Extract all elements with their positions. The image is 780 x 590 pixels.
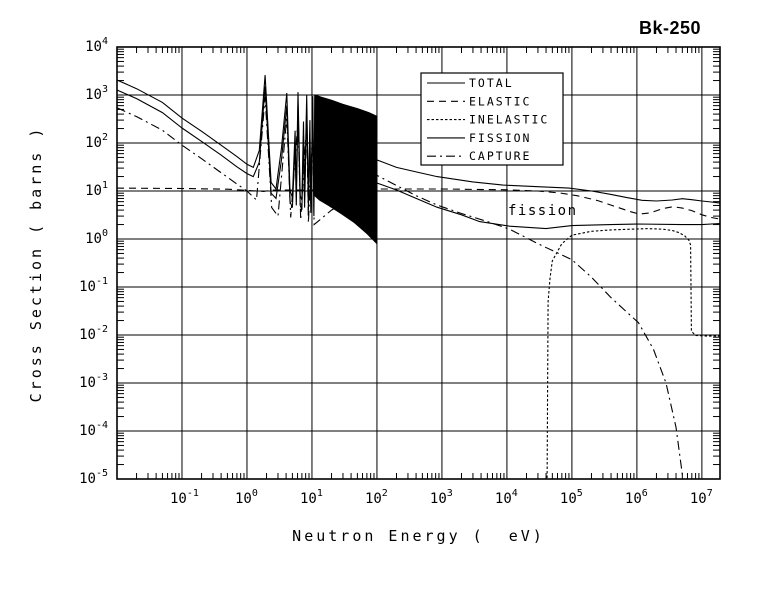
x-tick-label-1e0: 100 <box>235 488 258 507</box>
x-tick-label-1e5: 105 <box>560 488 583 507</box>
x-tick-label-1e1: 101 <box>300 488 323 507</box>
legend-box <box>420 72 564 166</box>
y-tick-label-1e0: 100 <box>85 228 108 247</box>
x-tick-label-1e2: 102 <box>365 488 388 507</box>
legend-label-elastic: ELASTIC <box>469 94 531 108</box>
legend-label-capture: CAPTURE <box>469 149 531 163</box>
series-capture <box>117 97 684 479</box>
y-axis-label: Cross Section ( barns ) <box>27 125 45 403</box>
plot-frame <box>116 46 721 480</box>
y-tick-label-1e3: 103 <box>85 84 108 103</box>
legend-label-total: TOTAL <box>469 76 514 90</box>
y-tick-label-1e-4: 10-4 <box>79 420 108 439</box>
legend-label-fission: FISSION <box>469 131 531 145</box>
x-tick-label-1e4: 104 <box>495 488 518 507</box>
y-tick-label-1e-1: 10-1 <box>79 276 108 295</box>
y-tick-label-1e-3: 10-3 <box>79 372 108 391</box>
x-tick-label-1e6: 106 <box>625 488 648 507</box>
y-tick-label-1e4: 104 <box>85 36 108 55</box>
resonance-band <box>314 94 378 245</box>
y-tick-label-1e1: 101 <box>85 180 108 199</box>
y-tick-label-1e-5: 10-5 <box>79 468 108 487</box>
x-axis-label: Neutron Energy ( eV) <box>292 527 545 545</box>
x-tick-label-1e7: 107 <box>690 488 713 507</box>
y-tick-label-1e-2: 10-2 <box>79 324 108 343</box>
x-tick-label-1e3: 103 <box>430 488 453 507</box>
legend-label-inelastic: INELASTIC <box>469 113 549 127</box>
fission-annotation: fission <box>508 203 578 219</box>
x-tick-label-1e-1: 10-1 <box>170 488 199 507</box>
series-fission <box>117 86 720 230</box>
y-tick-label-1e2: 102 <box>85 132 108 151</box>
series-inelastic <box>546 228 720 479</box>
series-elastic <box>117 187 720 220</box>
chart-title: Bk-250 <box>638 18 702 38</box>
